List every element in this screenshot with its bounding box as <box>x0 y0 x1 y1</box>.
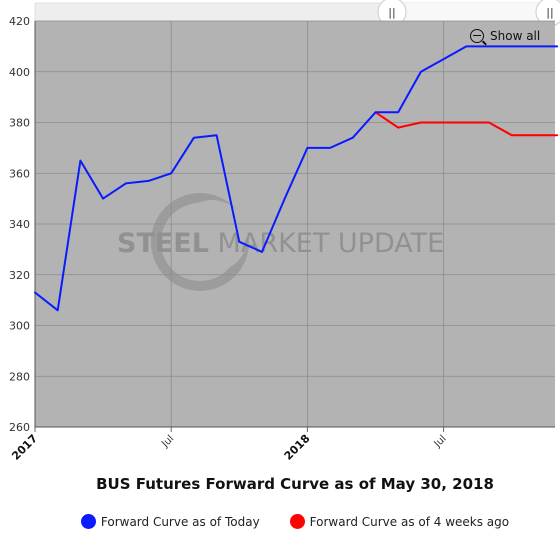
point-today[interactable] <box>146 179 150 183</box>
y-tick-label: 280 <box>9 370 30 383</box>
point-today[interactable] <box>487 44 491 48</box>
y-axis: 260 280 300 320 340 360 380 400 420 <box>9 15 36 434</box>
y-tick-label: 320 <box>9 269 30 282</box>
x-tick-label: Jul <box>159 433 176 450</box>
point-4-weeks-ago[interactable] <box>396 125 400 129</box>
point-today[interactable] <box>124 181 128 185</box>
point-today[interactable] <box>237 240 241 244</box>
legend-marker-today <box>80 514 96 529</box>
legend-label-today: Forward Curve as of Today <box>100 514 260 529</box>
show-all-button[interactable]: Show all <box>470 29 540 43</box>
navigator-selected-range[interactable] <box>390 3 557 21</box>
point-4-weeks-ago[interactable] <box>555 133 559 137</box>
legend: Forward Curve as of Today Forward Curve … <box>0 514 560 529</box>
svg-text:STEEL MARKET UPDATE: STEEL MARKET UPDATE <box>117 228 444 259</box>
point-today[interactable] <box>396 110 400 114</box>
y-tick-label: 340 <box>9 218 30 231</box>
legend-label-4-weeks-ago: Forward Curve as of 4 weeks ago <box>309 514 510 529</box>
y-tick-label: 300 <box>9 320 30 333</box>
point-today[interactable] <box>351 136 355 140</box>
point-today[interactable] <box>305 146 309 150</box>
chart-title: BUS Futures Forward Curve as of May 30, … <box>96 475 494 493</box>
point-today[interactable] <box>464 44 468 48</box>
series-group <box>33 44 559 312</box>
series-line-4-weeks-ago[interactable] <box>374 111 559 137</box>
point-4-weeks-ago[interactable] <box>464 120 468 124</box>
point-today[interactable] <box>78 158 82 162</box>
y-tick-label: 400 <box>9 66 30 79</box>
svg-text:||: || <box>546 6 553 19</box>
point-today[interactable] <box>419 70 423 74</box>
svg-text:||: || <box>388 6 395 19</box>
watermark-logo: STEEL MARKET UPDATE <box>117 193 444 291</box>
y-tick-label: 380 <box>9 117 30 130</box>
point-today[interactable] <box>373 110 377 114</box>
series-line-today[interactable] <box>34 45 559 312</box>
point-today[interactable] <box>101 196 105 200</box>
point-today[interactable] <box>169 171 173 175</box>
point-today[interactable] <box>192 136 196 140</box>
y-tick-label: 360 <box>9 167 30 180</box>
point-today[interactable] <box>441 57 445 61</box>
point-4-weeks-ago[interactable] <box>532 133 536 137</box>
x-tick-label: 2017 <box>9 432 40 463</box>
point-today[interactable] <box>33 290 37 294</box>
point-4-weeks-ago[interactable] <box>419 120 423 124</box>
x-tick-label: 2018 <box>282 432 313 463</box>
point-4-weeks-ago[interactable] <box>487 120 491 124</box>
legend-item-today[interactable]: Forward Curve as of Today <box>80 514 260 529</box>
y-tick-label: 260 <box>9 421 30 434</box>
point-today[interactable] <box>214 133 218 137</box>
point-today[interactable] <box>56 308 60 312</box>
point-today[interactable] <box>260 250 264 254</box>
zoom-out-icon <box>470 29 484 43</box>
point-today[interactable] <box>328 146 332 150</box>
point-today[interactable] <box>555 44 559 48</box>
legend-item-4-weeks-ago[interactable]: Forward Curve as of 4 weeks ago <box>289 514 510 529</box>
point-today[interactable] <box>532 44 536 48</box>
point-today[interactable] <box>510 44 514 48</box>
legend-marker-4-weeks-ago <box>289 514 305 529</box>
y-tick-label: 420 <box>9 15 30 28</box>
show-all-label: Show all <box>490 29 541 43</box>
point-4-weeks-ago[interactable] <box>510 133 514 137</box>
point-today[interactable] <box>283 196 287 200</box>
x-axis: 2017 Jul 2018 Jul <box>9 426 555 463</box>
x-tick-label: Jul <box>432 433 449 450</box>
point-4-weeks-ago[interactable] <box>441 120 445 124</box>
